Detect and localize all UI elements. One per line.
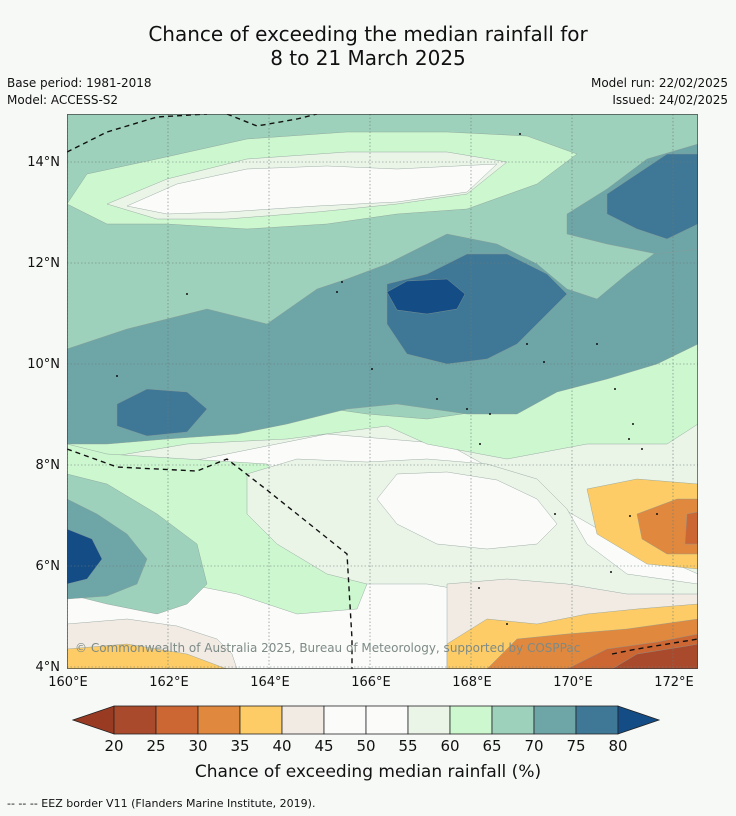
lat-label-4n: 4°N — [35, 660, 61, 675]
eez-border-line — [67, 448, 353, 669]
island-marker — [543, 361, 545, 363]
colorbar-box-20-25 — [113, 705, 157, 735]
island-marker — [610, 571, 612, 573]
island-marker — [526, 343, 528, 345]
lat-label-6n: 6°N — [35, 559, 61, 574]
island-marker — [478, 587, 480, 589]
colorbar-tick-50: 50 — [356, 737, 376, 755]
copyright-text: © Commonwealth of Australia 2025, Bureau… — [75, 641, 581, 655]
island-marker — [186, 293, 188, 295]
island-marker — [656, 513, 658, 515]
island-marker — [614, 388, 616, 390]
colorbar-tick-45: 45 — [314, 737, 334, 755]
colorbar-tick-30: 30 — [188, 737, 208, 755]
island-marker — [632, 423, 634, 425]
contour-region->80 — [67, 528, 103, 585]
island-marker — [489, 413, 491, 415]
lat-label-14n: 14°N — [27, 155, 60, 170]
colorbar-box-35-40 — [239, 705, 283, 735]
island-marker — [641, 448, 643, 450]
island-marker — [554, 513, 556, 515]
island-marker — [479, 443, 481, 445]
colorbar-box-55-60 — [407, 705, 451, 735]
lon-label-160e: 160°E — [48, 675, 88, 690]
lon-label-162e: 162°E — [149, 675, 189, 690]
colorbar-low-extend — [72, 705, 115, 735]
lon-label-166e: 166°E — [351, 675, 391, 690]
colorbar-tick-25: 25 — [146, 737, 166, 755]
island-marker — [506, 623, 508, 625]
island-marker — [116, 375, 118, 377]
island-marker — [466, 408, 468, 410]
issued-date: Issued: 24/02/2025 — [612, 93, 728, 107]
contour-region-30-35 — [636, 498, 698, 555]
lat-label-10n: 10°N — [27, 357, 60, 372]
colorbar-tick-40: 40 — [272, 737, 292, 755]
contour-region-20-25 — [611, 643, 698, 669]
colorbar-tick-55: 55 — [398, 737, 418, 755]
colorbar-box-45-50 — [323, 705, 367, 735]
colorbar-tick-75: 75 — [566, 737, 586, 755]
colorbar-box-70-75 — [533, 705, 577, 735]
eez-border-line — [611, 638, 698, 655]
lon-label-172e: 172°E — [654, 675, 694, 690]
colorbar — [72, 705, 661, 735]
contour-region->80 — [386, 278, 466, 315]
rainfall-map — [67, 114, 698, 669]
colorbar-tick-60: 60 — [440, 737, 460, 755]
colorbar-box-30-35 — [197, 705, 241, 735]
eez-legend-footer: -- -- -- EEZ border V11 (Flanders Marine… — [7, 797, 316, 810]
lon-label-164e: 164°E — [250, 675, 290, 690]
colorbar-tick-70: 70 — [524, 737, 544, 755]
contour-region-25-30 — [684, 511, 698, 545]
meta-left: Base period: 1981-2018 Model: ACCESS-S2 — [7, 75, 152, 109]
island-marker — [629, 515, 631, 517]
island-marker — [336, 291, 338, 293]
map-frame — [67, 114, 698, 669]
base-period: Base period: 1981-2018 — [7, 76, 152, 90]
island-marker — [628, 438, 630, 440]
model-run: Model run: 22/02/2025 — [590, 76, 728, 90]
eez-border-line — [67, 114, 208, 153]
lat-label-8n: 8°N — [35, 458, 61, 473]
contour-region-75-80 — [606, 153, 698, 240]
eez-border-line — [226, 114, 318, 127]
lon-label-168e: 168°E — [452, 675, 492, 690]
contour-region-50-55 — [376, 471, 558, 550]
colorbar-high-extend — [617, 705, 661, 735]
island-marker — [371, 368, 373, 370]
colorbar-tick-65: 65 — [482, 737, 502, 755]
contour-region-50-55 — [126, 163, 498, 215]
colorbar-box-50-55 — [365, 705, 409, 735]
title-line-1: Chance of exceeding the median rainfall … — [148, 22, 588, 46]
colorbar-tick-80: 80 — [608, 737, 628, 755]
colorbar-box-65-70 — [491, 705, 535, 735]
meta-right: Model run: 22/02/2025 Issued: 24/02/2025 — [591, 75, 728, 109]
colorbar-tick-35: 35 — [230, 737, 250, 755]
title-line-2: 8 to 21 March 2025 — [270, 46, 466, 70]
map-canvas — [67, 114, 698, 669]
lat-label-12n: 12°N — [27, 256, 60, 271]
colorbar-title: Chance of exceeding median rainfall (%) — [194, 762, 542, 782]
island-marker — [341, 281, 343, 283]
island-marker — [596, 343, 598, 345]
colorbar-box-40-45 — [281, 705, 325, 735]
colorbar-box-75-80 — [575, 705, 619, 735]
island-marker — [519, 133, 521, 135]
contour-region-45-50 — [67, 618, 238, 669]
colorbar-tick-20: 20 — [104, 737, 124, 755]
lon-label-170e: 170°E — [553, 675, 593, 690]
colorbar-box-25-30 — [155, 705, 199, 735]
contour-region-75-80 — [116, 388, 208, 437]
island-marker — [436, 398, 438, 400]
colorbar-box-60-65 — [449, 705, 493, 735]
chart-title: Chance of exceeding the median rainfall … — [0, 22, 736, 70]
model-name: Model: ACCESS-S2 — [7, 93, 119, 107]
